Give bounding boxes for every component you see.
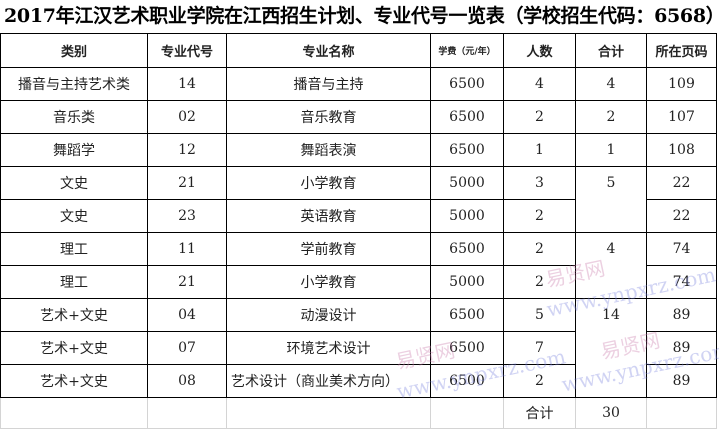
major-cell: 舞蹈表演 bbox=[226, 133, 431, 167]
count-cell: 3 bbox=[503, 166, 576, 200]
fee-cell: 6500 bbox=[430, 298, 504, 332]
table-row: 文史 21 小学教育 5000 3 5 22 bbox=[0, 166, 717, 233]
table-header-row: 类别 专业代号 专业名称 学费（元/年） 人数 合计 所在页码 bbox=[0, 33, 717, 68]
category-cell: 文史 bbox=[0, 166, 148, 200]
count-cell: 4 bbox=[503, 67, 576, 101]
subtotal-cell: 2 bbox=[575, 100, 647, 134]
fee-cell: 6500 bbox=[430, 133, 504, 167]
fee-cell: 6500 bbox=[430, 364, 504, 398]
fee-cell: 6500 bbox=[430, 232, 504, 266]
count-cell: 2 bbox=[503, 100, 576, 134]
major-cell: 小学教育 bbox=[226, 265, 431, 299]
fee-cell: 5000 bbox=[430, 199, 504, 233]
major-cell: 环境艺术设计 bbox=[226, 331, 431, 365]
code-cell: 23 bbox=[147, 199, 227, 233]
empty-cell bbox=[0, 397, 148, 429]
table-row: 艺术+文史 04 动漫设计 6500 5 14 89 bbox=[0, 298, 717, 398]
count-cell: 2 bbox=[503, 364, 576, 398]
page-cell: 109 bbox=[646, 67, 717, 101]
category-cell: 音乐类 bbox=[0, 100, 148, 134]
page-cell: 89 bbox=[646, 364, 717, 398]
category-cell: 艺术+文史 bbox=[0, 298, 148, 332]
major-cell: 学前教育 bbox=[226, 232, 431, 266]
empty-cell bbox=[147, 397, 227, 429]
fee-cell: 5000 bbox=[430, 265, 504, 299]
page-cell: 108 bbox=[646, 133, 717, 167]
page-cell: 89 bbox=[646, 298, 717, 332]
page-cell: 22 bbox=[646, 166, 717, 200]
code-cell: 07 bbox=[147, 331, 227, 365]
category-cell: 理工 bbox=[0, 232, 148, 266]
fee-cell: 6500 bbox=[430, 331, 504, 365]
major-cell: 动漫设计 bbox=[226, 298, 431, 332]
code-cell: 08 bbox=[147, 364, 227, 398]
category-cell: 播音与主持艺术类 bbox=[0, 67, 148, 101]
count-cell: 2 bbox=[503, 265, 576, 299]
category-cell: 理工 bbox=[0, 265, 148, 299]
code-cell: 12 bbox=[147, 133, 227, 167]
major-cell: 小学教育 bbox=[226, 166, 431, 200]
major-cell: 英语教育 bbox=[226, 199, 431, 233]
header-major: 专业名称 bbox=[226, 33, 431, 68]
total-label: 合计 bbox=[503, 397, 576, 429]
page-title: 2017年江汉艺术职业学院在江西招生计划、专业代号一览表（学校招生代码：6568… bbox=[4, 5, 719, 27]
count-cell: 1 bbox=[503, 133, 576, 167]
major-cell: 音乐教育 bbox=[226, 100, 431, 134]
code-cell: 11 bbox=[147, 232, 227, 266]
subtotal-cell: 14 bbox=[575, 298, 647, 398]
total-value: 30 bbox=[575, 397, 647, 429]
table-row: 艺术+文史 08 艺术设计（商业美术方向） 6500 2 89 bbox=[0, 364, 717, 398]
header-fee: 学费（元/年） bbox=[430, 33, 504, 68]
total-row: 合计 30 bbox=[0, 397, 717, 429]
subtotal-cell: 4 bbox=[575, 67, 647, 101]
category-cell: 舞蹈学 bbox=[0, 133, 148, 167]
header-code: 专业代号 bbox=[147, 33, 227, 68]
fee-cell: 6500 bbox=[430, 67, 504, 101]
page-cell: 107 bbox=[646, 100, 717, 134]
table-row: 音乐类 02 音乐教育 6500 2 2 107 bbox=[0, 100, 717, 134]
table-row: 播音与主持艺术类 14 播音与主持 6500 4 4 109 bbox=[0, 67, 717, 101]
header-count: 人数 bbox=[503, 33, 576, 68]
header-pages: 所在页码 bbox=[646, 33, 717, 68]
page-cell: 22 bbox=[646, 199, 717, 233]
table-row: 文史 23 英语教育 5000 2 22 bbox=[0, 199, 717, 233]
page-cell: 74 bbox=[646, 232, 717, 266]
empty-cell bbox=[430, 397, 504, 429]
subtotal-cell: 4 bbox=[575, 232, 647, 299]
code-cell: 21 bbox=[147, 265, 227, 299]
code-cell: 04 bbox=[147, 298, 227, 332]
count-cell: 2 bbox=[503, 232, 576, 266]
fee-cell: 5000 bbox=[430, 166, 504, 200]
major-cell: 艺术设计（商业美术方向） bbox=[226, 364, 431, 398]
fee-cell: 6500 bbox=[430, 100, 504, 134]
table-row: 舞蹈学 12 舞蹈表演 6500 1 1 108 bbox=[0, 133, 717, 167]
code-cell: 14 bbox=[147, 67, 227, 101]
empty-cell bbox=[646, 397, 717, 429]
page-cell: 89 bbox=[646, 331, 717, 365]
table-row: 艺术+文史 07 环境艺术设计 6500 7 89 bbox=[0, 331, 717, 365]
category-cell: 艺术+文史 bbox=[0, 364, 148, 398]
count-cell: 7 bbox=[503, 331, 576, 365]
count-cell: 2 bbox=[503, 199, 576, 233]
table-row: 理工 11 学前教育 6500 2 4 74 bbox=[0, 232, 717, 299]
enrollment-table: 类别 专业代号 专业名称 学费（元/年） 人数 合计 所在页码 播音与主持艺术类… bbox=[0, 33, 717, 429]
page-cell: 74 bbox=[646, 265, 717, 299]
code-cell: 21 bbox=[147, 166, 227, 200]
subtotal-cell: 1 bbox=[575, 133, 647, 167]
table-row: 理工 21 小学教育 5000 2 74 bbox=[0, 265, 717, 299]
category-cell: 艺术+文史 bbox=[0, 331, 148, 365]
category-cell: 文史 bbox=[0, 199, 148, 233]
code-cell: 02 bbox=[147, 100, 227, 134]
subtotal-cell: 5 bbox=[575, 166, 647, 233]
header-subtotal: 合计 bbox=[575, 33, 647, 68]
header-category: 类别 bbox=[0, 33, 148, 68]
count-cell: 5 bbox=[503, 298, 576, 332]
empty-cell bbox=[226, 397, 431, 429]
major-cell: 播音与主持 bbox=[226, 67, 431, 101]
